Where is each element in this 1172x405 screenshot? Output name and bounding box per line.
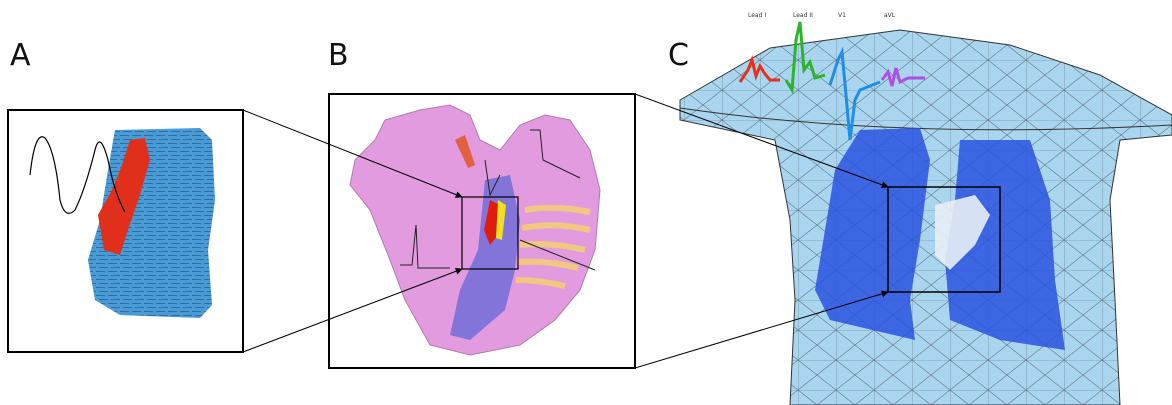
lead-label: aVL — [884, 12, 896, 19]
figure: A B C Lead I Lead II V1 aVL — [0, 0, 1172, 405]
panel-label: A — [10, 38, 31, 73]
lead-label: V1 — [838, 12, 846, 19]
panel-label: C — [668, 38, 689, 73]
lead-label: Lead II — [793, 12, 813, 19]
lead-label: Lead I — [748, 12, 766, 19]
torso — [680, 30, 1172, 405]
panel-label: B — [328, 38, 349, 73]
